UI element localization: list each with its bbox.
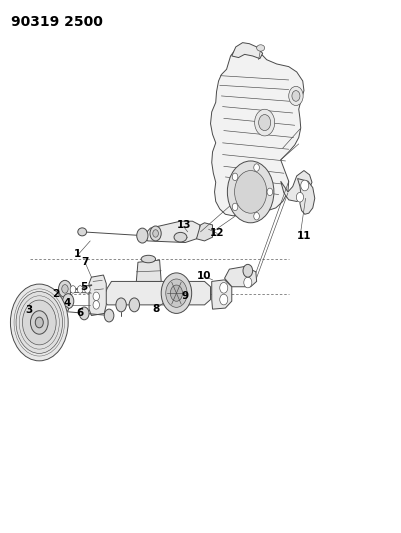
Circle shape [16, 292, 63, 353]
Text: 12: 12 [210, 229, 225, 238]
Circle shape [220, 294, 228, 305]
Text: 2: 2 [52, 289, 59, 299]
Circle shape [166, 279, 187, 308]
Circle shape [220, 282, 228, 293]
Polygon shape [136, 260, 161, 281]
Text: 90319 2500: 90319 2500 [11, 15, 103, 29]
Circle shape [292, 91, 300, 101]
Text: 8: 8 [152, 304, 159, 314]
Circle shape [235, 171, 267, 213]
Circle shape [93, 292, 99, 301]
Circle shape [35, 317, 43, 328]
Circle shape [59, 280, 71, 297]
Ellipse shape [61, 306, 69, 312]
Circle shape [254, 213, 259, 220]
Circle shape [10, 284, 68, 361]
Circle shape [227, 161, 274, 223]
Text: 10: 10 [196, 271, 211, 281]
Text: 4: 4 [64, 298, 71, 308]
Polygon shape [281, 171, 312, 201]
Circle shape [153, 230, 158, 237]
Polygon shape [225, 266, 257, 287]
Polygon shape [196, 223, 213, 241]
Circle shape [63, 294, 74, 309]
Polygon shape [102, 281, 211, 305]
Circle shape [232, 203, 238, 211]
Circle shape [232, 173, 238, 181]
Circle shape [22, 300, 56, 345]
Circle shape [243, 264, 253, 277]
Text: 13: 13 [176, 220, 191, 230]
Text: 11: 11 [297, 231, 311, 240]
Circle shape [116, 298, 126, 312]
Circle shape [244, 277, 252, 288]
Circle shape [62, 285, 68, 293]
Circle shape [150, 226, 161, 241]
Polygon shape [232, 43, 263, 59]
Text: 7: 7 [81, 257, 89, 267]
Circle shape [104, 309, 114, 322]
Circle shape [30, 311, 48, 334]
Circle shape [254, 164, 259, 171]
Polygon shape [298, 179, 315, 214]
Circle shape [161, 273, 192, 313]
Circle shape [77, 286, 83, 293]
Circle shape [259, 115, 271, 131]
Circle shape [296, 192, 304, 202]
Circle shape [70, 286, 76, 293]
Circle shape [255, 109, 275, 136]
Circle shape [267, 188, 273, 196]
Ellipse shape [257, 45, 265, 51]
Text: 5: 5 [80, 282, 87, 292]
Circle shape [85, 286, 90, 293]
Circle shape [129, 298, 140, 312]
Text: 1: 1 [73, 249, 81, 259]
Polygon shape [89, 275, 106, 316]
Circle shape [301, 180, 309, 191]
Polygon shape [211, 45, 304, 216]
Polygon shape [144, 221, 200, 243]
Circle shape [93, 301, 99, 309]
Circle shape [289, 86, 303, 106]
Ellipse shape [78, 228, 87, 236]
Text: 9: 9 [182, 291, 189, 301]
Ellipse shape [174, 232, 187, 242]
Ellipse shape [141, 255, 156, 263]
Circle shape [137, 228, 148, 243]
Text: 3: 3 [25, 305, 32, 315]
Polygon shape [212, 280, 232, 309]
Circle shape [79, 307, 89, 320]
Circle shape [170, 285, 182, 301]
Circle shape [244, 265, 252, 276]
Text: 6: 6 [77, 309, 84, 318]
